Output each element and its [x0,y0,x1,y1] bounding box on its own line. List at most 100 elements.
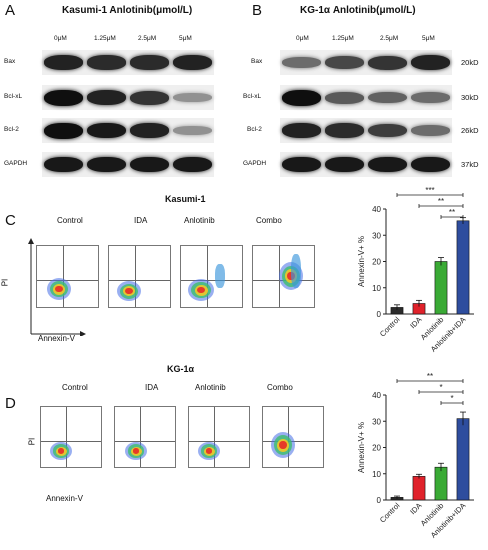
condition-label: Combo [256,216,282,225]
blot-band [325,56,364,69]
blot-band [282,156,321,173]
conc-label: 1.25μM [94,35,116,42]
conc-label: 5μM [179,35,192,42]
axis-arrows [28,238,86,336]
x-axis-label: Annexin-V [46,494,83,503]
row-label-bax: Bax [251,58,263,65]
conc-label: 0μM [54,35,67,42]
condition-label: Combo [267,383,293,392]
blot-band [368,123,407,138]
bar [456,220,470,315]
blot-band [44,156,83,173]
blot-band [173,126,212,135]
blot-band [87,90,126,105]
blot-band [282,123,321,138]
y-tick-label: 20 [372,444,381,453]
blot-band [173,93,212,102]
condition-label: Anlotinib [184,216,215,225]
blot-band [411,156,450,173]
y-axis-label: Annexin-V+ % [357,236,366,287]
panel-letter-d: D [5,395,16,412]
quadrant-line [134,246,136,307]
flow-plot [180,245,243,308]
quadrant-line [66,407,68,467]
panel-b-conc-row: 0μM 1.25μM 2.5μM 5μM [282,35,454,45]
cell-cluster [279,441,287,449]
panel-letter-b: B [252,2,263,19]
significance-label: * [439,383,442,392]
blot-band [325,91,364,104]
blot-band [130,123,169,138]
conc-label: 0μM [296,35,309,42]
blot-band [44,89,83,106]
condition-label: Anlotinib [195,383,226,392]
conc-label: 5μM [422,35,435,42]
row-label-bcl-xl: Bcl-xL [243,93,262,100]
quadrant-line [109,280,170,282]
cell-cluster [205,448,213,454]
x-axis-label: Annexin-V [38,334,75,343]
panel-letter-a: A [5,2,16,19]
row-label-bcl-xl: Bcl-xL [4,93,23,100]
row-label-gapdh: GAPDH [243,160,267,167]
blot-band [87,122,126,139]
significance-label: *** [425,186,434,195]
panel-a-title: Kasumi-1 Anlotinib(μmol/L) [62,5,193,16]
cell-cluster [55,285,63,293]
blot-band [411,125,450,136]
kd-label: 30kD [461,93,479,102]
flow-plot [108,245,171,308]
flow-plot [252,245,315,308]
y-tick-label: 0 [377,310,382,319]
conc-label: 2.5μM [138,35,157,42]
cell-cluster [197,286,205,294]
flow-plot [262,406,324,468]
conc-label: 2.5μM [380,35,399,42]
quadrant-line [206,246,208,307]
condition-label: IDA [145,383,159,392]
blot-band [325,123,364,138]
conc-label: 1.25μM [332,35,354,42]
quadrant-line [115,440,175,442]
panel-d-title: KG-1α [167,364,195,374]
row-label-gapdh: GAPDH [4,160,28,167]
bar [456,418,470,501]
bar [434,261,448,315]
kd-label: 20kD [461,58,479,67]
y-tick-label: 10 [372,470,381,479]
category-label: IDA [408,501,423,516]
significance-label: * [450,394,453,403]
row-label-bcl-2: Bcl-2 [247,126,262,133]
y-tick-label: 40 [372,205,381,214]
blot-band [368,55,407,70]
condition-label: IDA [134,216,148,225]
bar [434,466,448,501]
flow-plot [36,245,99,308]
panel-c-title: Kasumi-1 [165,194,206,204]
significance-label: ** [427,372,433,381]
cell-cluster [132,448,140,454]
cell-cluster [57,448,65,454]
row-label-bcl-2: Bcl-2 [4,126,19,133]
blot-band [87,55,126,70]
y-tick-label: 10 [372,284,381,293]
flow-plot [188,406,250,468]
y-tick-label: 30 [372,417,381,426]
panel-b-title: KG-1α Anlotinib(μmol/L) [300,5,416,16]
quadrant-line [140,407,142,467]
condition-label: Control [57,216,83,225]
blot-band [130,156,169,173]
blot-band [87,156,126,173]
blot-band [130,55,169,70]
blot-band [44,55,83,70]
y-tick-label: 20 [372,258,381,267]
y-tick-label: 30 [372,231,381,240]
kd-label: 26kD [461,126,479,135]
flow-plot [40,406,102,468]
row-label-bax: Bax [4,58,16,65]
panel-a-conc-row: 0μM 1.25μM 2.5μM 5μM [42,35,214,45]
blot-band [411,55,450,70]
cell-cluster [287,271,295,281]
